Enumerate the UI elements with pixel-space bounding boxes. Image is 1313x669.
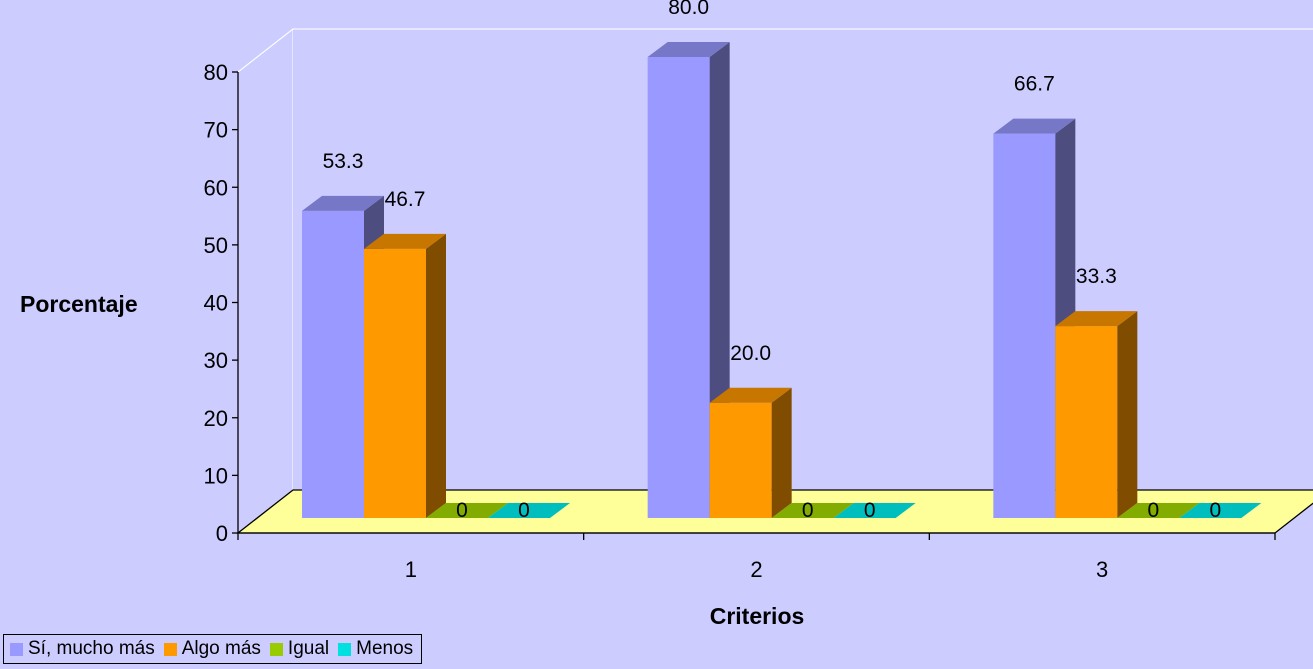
bar-flat xyxy=(426,503,508,518)
legend-label: Sí, mucho más xyxy=(28,638,155,659)
bar xyxy=(709,402,772,518)
data-label: 0 xyxy=(1209,499,1221,522)
y-tick-label: 10 xyxy=(204,463,228,488)
bar-side xyxy=(1117,311,1138,518)
bar-top xyxy=(302,195,384,211)
legend-label: Algo más xyxy=(181,638,261,659)
legend-item: Sí, mucho más xyxy=(10,638,155,660)
bar-flat xyxy=(1117,503,1200,518)
legend-swatch xyxy=(338,642,352,656)
bar xyxy=(302,210,364,518)
bar xyxy=(993,133,1056,519)
x-category-label: 3 xyxy=(1096,557,1108,582)
data-label: 46.7 xyxy=(385,188,426,211)
bar xyxy=(647,57,710,518)
legend-swatch xyxy=(10,642,23,656)
legend-item: Menos xyxy=(338,638,413,660)
y-tick-label: 60 xyxy=(204,175,228,200)
bar-side xyxy=(771,387,792,518)
bar xyxy=(364,248,426,519)
bar-flat xyxy=(1179,503,1262,518)
bar-top xyxy=(993,118,1076,134)
wall-top-edge xyxy=(237,28,294,73)
legend-item: Algo más xyxy=(163,638,261,660)
data-label: 0 xyxy=(456,499,468,522)
x-category-label: 1 xyxy=(405,557,417,582)
y-tick-label: 80 xyxy=(204,60,228,85)
bar-top xyxy=(1055,311,1138,327)
legend-label: Igual xyxy=(287,638,330,659)
data-label: 0 xyxy=(802,499,814,522)
x-axis-title: Criterios xyxy=(710,603,805,629)
x-category-label: 2 xyxy=(750,557,762,582)
data-label: 80.0 xyxy=(668,0,709,19)
bar-flat xyxy=(833,503,916,518)
y-axis-title: Porcentaje xyxy=(20,291,138,317)
side-wall xyxy=(237,27,294,535)
bar-top xyxy=(647,42,730,57)
y-tick-label: 0 xyxy=(216,521,228,546)
y-tick-label: 20 xyxy=(204,406,228,431)
data-label: 53.3 xyxy=(323,150,364,173)
bar-top xyxy=(709,387,792,403)
y-tick-label: 40 xyxy=(204,291,228,316)
bar xyxy=(1055,326,1118,518)
data-label: 33.3 xyxy=(1076,265,1117,288)
y-tick-label: 30 xyxy=(204,348,228,373)
bar-flat xyxy=(488,503,570,518)
data-label: 0 xyxy=(518,499,530,522)
y-tick-label: 50 xyxy=(204,233,228,258)
legend: Sí, mucho más Algo más Igual Menos xyxy=(3,634,423,664)
legend-item: Igual xyxy=(269,638,330,660)
bar-flat xyxy=(771,503,854,518)
data-label: 0 xyxy=(864,499,876,522)
legend-swatch xyxy=(269,642,283,656)
y-tick-label: 70 xyxy=(204,118,228,143)
data-label: 0 xyxy=(1147,499,1159,522)
bar-top xyxy=(364,233,446,249)
bar-side xyxy=(426,233,446,519)
data-label: 66.7 xyxy=(1014,73,1055,96)
data-label: 20.0 xyxy=(730,342,771,365)
legend-label: Menos xyxy=(356,638,414,659)
legend-swatch xyxy=(163,642,177,656)
